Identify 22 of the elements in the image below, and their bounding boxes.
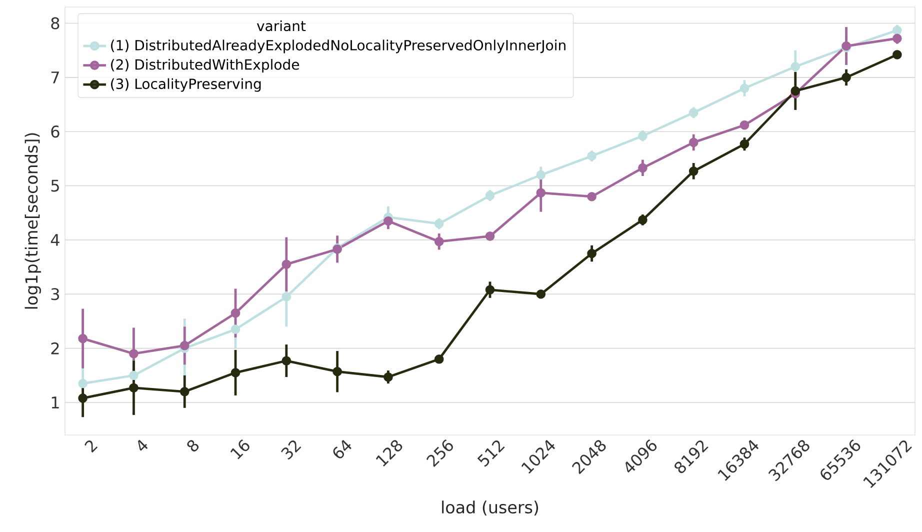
legend-label: (1) DistributedAlreadyExplodedNoLocalityPreservedOnlyInnerJoin — [111, 40, 566, 54]
x-tick-label: 16 — [230, 439, 250, 460]
x-tick-label: 128 — [376, 440, 402, 466]
legend-label: (2) DistributedWithExplode — [111, 58, 300, 72]
y-tick-label: 8 — [51, 17, 60, 30]
y-tick-label: 3 — [51, 288, 60, 300]
y-axis-title: log1p(time[seconds]) — [24, 133, 41, 309]
x-tick-label: 4 — [138, 440, 148, 451]
legend-title: variant — [256, 20, 306, 32]
x-tick-label: 64 — [333, 440, 352, 458]
x-tick-label: 8 — [187, 440, 199, 452]
y-tick-label: 2 — [51, 342, 59, 354]
y-tick-label: 1 — [52, 396, 59, 408]
x-tick-label: 2 — [84, 440, 98, 453]
legend-label: (3) LocalityPreserving — [111, 78, 261, 92]
y-tick-label: 6 — [51, 126, 60, 138]
y-tick-label: 5 — [51, 180, 59, 192]
x-axis-title: load (users) — [442, 500, 538, 516]
y-tick-label: 7 — [51, 72, 59, 84]
x-tick-label: 32 — [281, 440, 302, 460]
x-tick-label: 512 — [477, 440, 505, 467]
y-tick-label: 4 — [50, 234, 60, 246]
